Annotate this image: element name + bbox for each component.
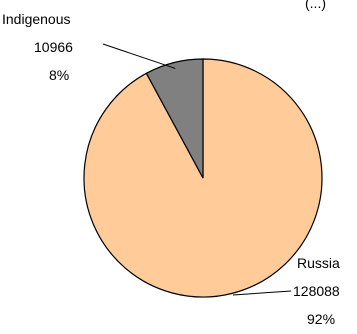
slice-percent-indigenous: 8% (49, 67, 69, 83)
leader-line-russia (232, 290, 292, 296)
leader-line-indigenous (102, 43, 176, 69)
slice-label-russia: Russia (297, 255, 340, 271)
slice-percent-russia: 92% (307, 311, 335, 327)
slice-value-indigenous: 10966 (34, 39, 73, 55)
corner-fragment: (...) (305, 0, 326, 11)
slice-value-russia: 128088 (293, 283, 340, 299)
slice-label-indigenous: Indigenous (2, 11, 71, 27)
pie-slice-indigenous (145, 58, 204, 179)
pie-slices (83, 58, 323, 298)
